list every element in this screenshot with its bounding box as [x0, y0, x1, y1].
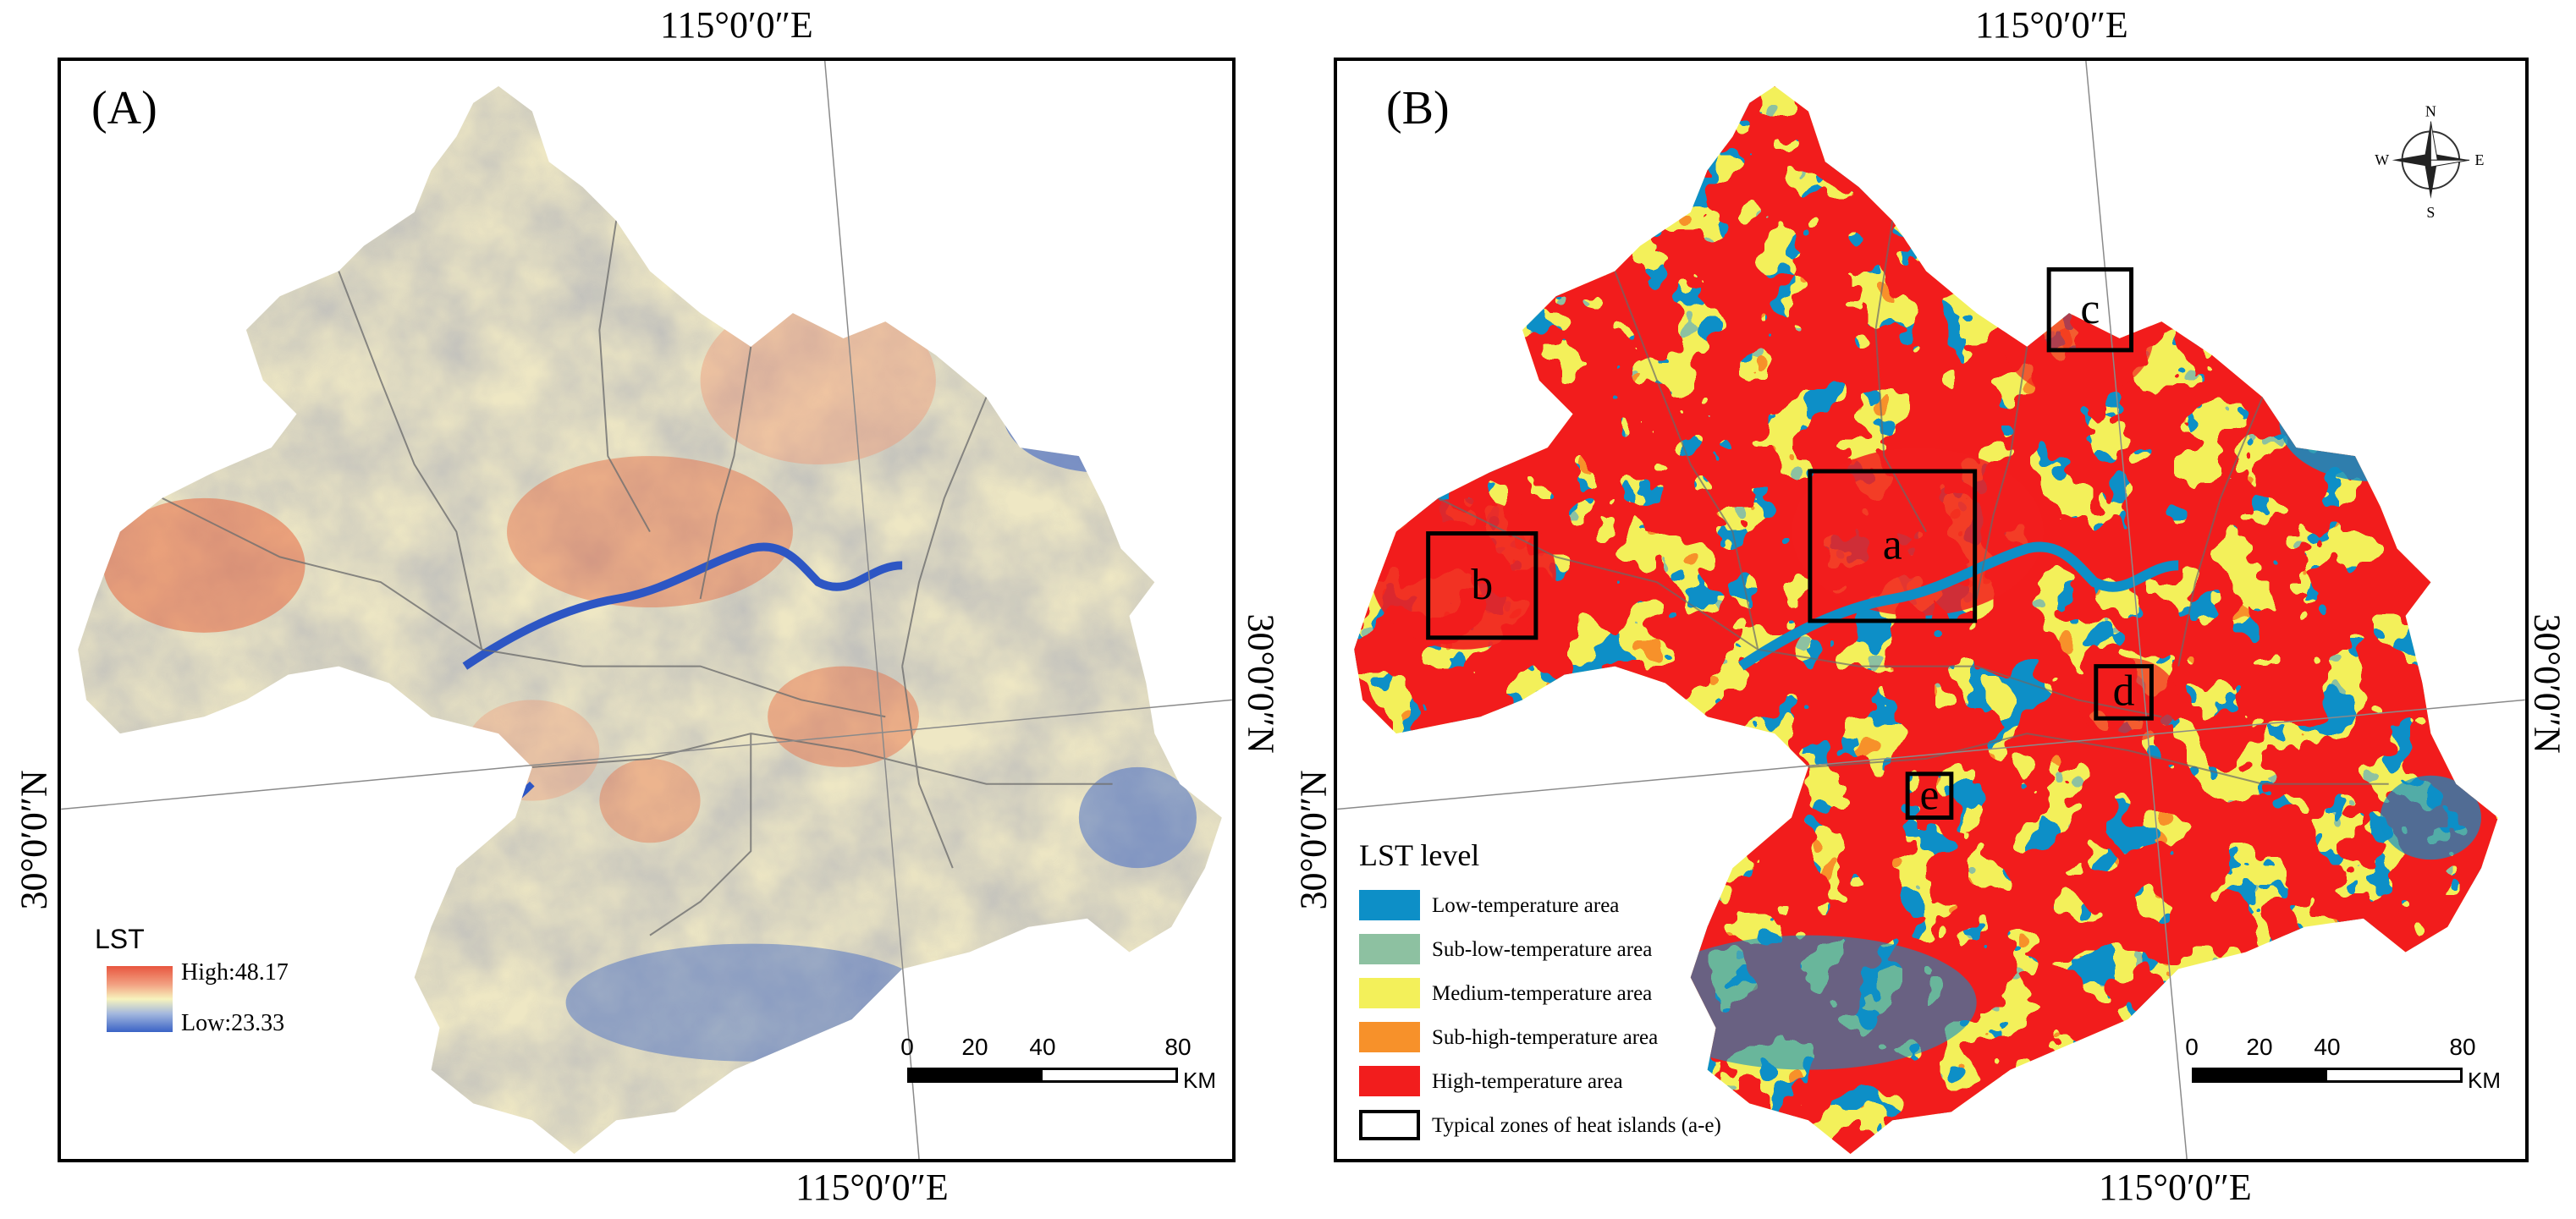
scale-tick: 40 [1029, 1034, 1056, 1060]
legend-item: Low-temperature area [1359, 883, 1757, 927]
zone-label-b: b [1471, 561, 1493, 609]
legend-label: High-temperature area [1432, 1069, 1623, 1093]
compass-rose-icon: N S E W [2375, 103, 2484, 221]
legend-swatch [1359, 890, 1420, 920]
legend-item: Medium-temperature area [1359, 971, 1757, 1015]
compass-s: S [2426, 204, 2435, 221]
panel-a-bottom-longitude: 115°0′0″E [795, 1167, 949, 1208]
legend-title: LST level [1359, 838, 1480, 872]
compass-w: W [2375, 151, 2389, 168]
lst-level-legend: LST level Low-temperature area Sub-low-te… [1359, 837, 1757, 1147]
scale-unit: KM [1183, 1068, 1216, 1093]
panel-b-label: (B) [1386, 82, 1450, 135]
scale-tick: 0 [900, 1034, 914, 1060]
legend-label: Sub-high-temperature area [1432, 1025, 1659, 1049]
zone-box-a [1808, 469, 1978, 623]
panel-a-scale-bar: 0 20 40 80 KM [900, 1034, 1216, 1093]
panel-b-lst-level-map: a b c d e N S E W (B) LST level Low-temp… [1334, 58, 2529, 1162]
legend-item: Sub-low-temperature area [1359, 927, 1757, 971]
panel-a-label: (A) [91, 82, 157, 135]
scale-tick: 80 [2449, 1034, 2476, 1060]
scale-tick: 80 [1164, 1034, 1192, 1060]
scale-tick: 20 [961, 1034, 988, 1060]
legend-item: High-temperature area [1359, 1059, 1757, 1103]
panel-a-map-canvas [61, 61, 1232, 1159]
panel-b-left-latitude: 30°0′0″N [1292, 770, 1335, 910]
legend-item: Typical zones of heat islands (a-e) [1359, 1103, 1757, 1147]
legend-swatch [1359, 1022, 1420, 1052]
scale-unit: KM [2468, 1068, 2501, 1093]
legend-item: Sub-high-temperature area [1359, 1015, 1757, 1059]
zone-label-e: e [1920, 771, 1940, 820]
panel-a-top-longitude: 115°0′0″E [660, 4, 813, 46]
lst-legend-high: High:48.17 [181, 959, 289, 986]
zone-box-b [1426, 531, 1538, 640]
zone-label-d: d [2113, 667, 2135, 715]
panel-b-top-longitude: 115°0′0″E [1975, 4, 2128, 46]
panel-b-map-canvas: a b c d e N S E W [1337, 61, 2525, 1159]
panel-b-right-latitude: 30°0′0″N [2526, 613, 2568, 754]
panel-b-bottom-longitude: 115°0′0″E [2099, 1167, 2252, 1208]
lst-gradient-ramp [107, 966, 173, 1032]
legend-label: Sub-low-temperature area [1432, 937, 1653, 961]
zone-box-c [2046, 266, 2134, 353]
scale-tick: 0 [2185, 1034, 2199, 1060]
panel-a-lst-map: (A) LST High:48.17 Low:23.33 0 20 40 80 … [58, 58, 1236, 1162]
legend-swatch [1359, 934, 1420, 964]
zone-label-a: a [1883, 520, 1902, 568]
compass-e: E [2475, 151, 2485, 168]
scale-tick: 20 [2246, 1034, 2273, 1060]
zone-box-e [1905, 771, 1954, 820]
compass-n: N [2425, 103, 2436, 120]
legend-label: Low-temperature area [1432, 893, 1620, 917]
lst-legend-title: LST [95, 924, 145, 954]
legend-label: Medium-temperature area [1432, 981, 1653, 1005]
lst-legend-low: Low:23.33 [181, 1010, 285, 1036]
zone-box-d [2094, 664, 2154, 721]
legend-swatch [1359, 1110, 1420, 1140]
panel-a-right-latitude: 30°0′0″N [1240, 613, 1282, 754]
zone-label-c: c [2080, 285, 2100, 333]
legend-swatch [1359, 978, 1420, 1008]
panel-b-scale-bar: 0 20 40 80 KM [2185, 1034, 2501, 1093]
legend-swatch [1359, 1066, 1420, 1096]
legend-label: Typical zones of heat islands (a-e) [1432, 1113, 1721, 1137]
scale-tick: 40 [2314, 1034, 2341, 1060]
panel-a-left-latitude: 30°0′0″N [13, 770, 55, 910]
